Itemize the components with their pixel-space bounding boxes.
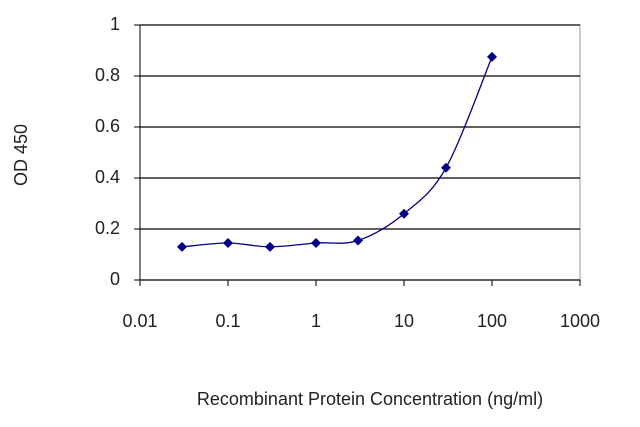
data-point xyxy=(223,238,233,249)
x-tick-label: 1 xyxy=(311,311,321,331)
data-point xyxy=(440,162,451,173)
data-point xyxy=(311,238,321,249)
y-tick-label: 0.6 xyxy=(95,116,120,136)
data-point xyxy=(352,235,363,246)
x-tick-label: 0.1 xyxy=(215,311,240,331)
data-point xyxy=(487,51,497,62)
x-tick-label: 0.01 xyxy=(122,311,157,331)
y-tick-label: 0.4 xyxy=(95,167,120,187)
x-tick-label: 1000 xyxy=(560,311,600,331)
y-tick-label: 0 xyxy=(110,269,120,289)
y-tick-label: 0.8 xyxy=(95,65,120,85)
x-tick-label: 10 xyxy=(394,311,414,331)
x-tick-label: 100 xyxy=(477,311,507,331)
y-tick-label: 1 xyxy=(110,14,120,34)
y-axis-label: OD 450 xyxy=(11,124,31,186)
y-tick-label: 0.2 xyxy=(95,218,120,238)
data-point xyxy=(264,241,275,252)
x-axis-label: Recombinant Protein Concentration (ng/ml… xyxy=(197,389,543,409)
data-point xyxy=(399,208,409,219)
data-point xyxy=(176,241,187,252)
